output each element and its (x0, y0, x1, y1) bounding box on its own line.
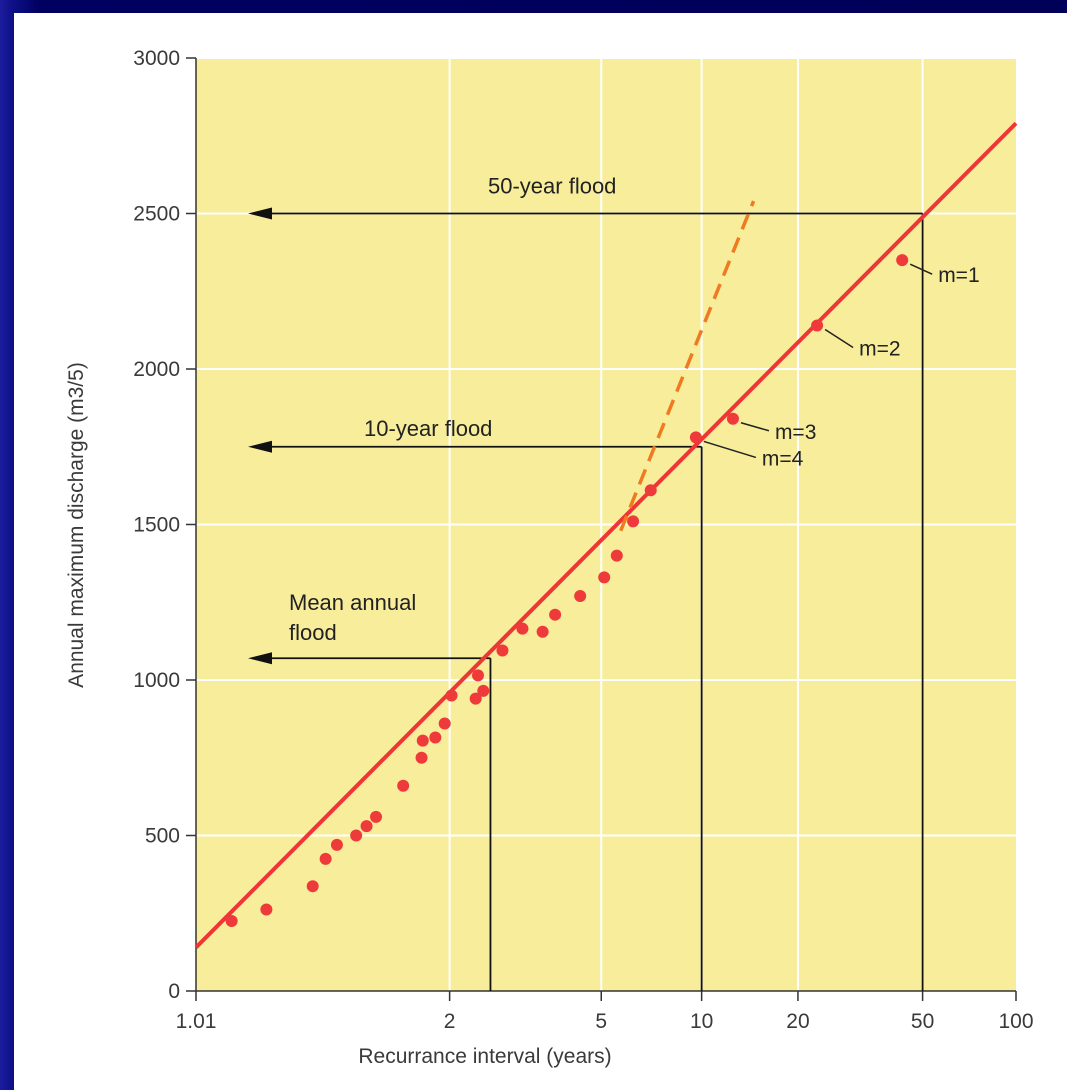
data-point (610, 549, 623, 562)
data-point (330, 838, 343, 851)
y-tick-label: 1000 (133, 669, 180, 692)
reference-label: Mean annual flood (289, 590, 416, 645)
flood-frequency-chart: 1.01 2 5 10 20 50 100050010001500200025003000 … (65, 47, 1034, 1068)
annotation-labels: 50-year flood 10-year flood Mean annual flo… (289, 174, 980, 646)
data-point (416, 734, 429, 747)
data-point (397, 779, 410, 792)
reference-label: 10-year flood (364, 416, 492, 441)
chart-panel: 1.01 2 5 10 20 50 100 0 500 1000 1500 2000 2500 3000 … (14, 13, 1067, 1090)
y-tick-label: 3000 (133, 47, 180, 70)
x-axis-title: Recurrance interval (years) (358, 1045, 611, 1068)
data-point (370, 810, 383, 823)
data-point (598, 571, 611, 584)
x-tick-label: 10 (690, 1010, 713, 1033)
x-tick-label: 2 (444, 1010, 456, 1033)
data-point (360, 820, 373, 833)
data-point (549, 608, 562, 621)
rank-label: m=3 (775, 421, 816, 444)
data-point (319, 852, 332, 865)
data-point (644, 484, 657, 497)
data-point (415, 751, 428, 764)
data-point (516, 622, 529, 635)
data-point (496, 644, 509, 657)
rank-leader-line (824, 328, 854, 349)
y-tick-label: 500 (145, 825, 180, 848)
rank-leader-line (703, 440, 757, 459)
x-tick-label: 50 (911, 1010, 934, 1033)
data-point (726, 412, 739, 425)
x-tick-label: 1.01 (176, 1010, 217, 1033)
rank-label: m=1 (938, 264, 979, 287)
x-tick-label: 5 (595, 1010, 607, 1033)
data-point (469, 692, 482, 705)
reference-arrow-head (248, 440, 272, 453)
data-point (477, 684, 490, 697)
data-point (429, 731, 442, 744)
data-point (536, 625, 549, 638)
fit-lines (194, 121, 1018, 949)
data-point (350, 829, 363, 842)
y-tick-label: 2000 (133, 358, 180, 381)
data-point (811, 319, 824, 332)
fitted-frequency-line (194, 121, 1018, 949)
x-tick-label: 20 (786, 1010, 809, 1033)
reference-label-line: flood (289, 620, 337, 645)
data-point (689, 431, 702, 444)
y-tick-label: 2500 (133, 203, 180, 226)
data-point (896, 254, 909, 267)
data-point (574, 590, 587, 603)
x-tick-label: 100 (998, 1010, 1033, 1033)
data-point (306, 880, 319, 893)
extrapolation-dashed-line (619, 200, 756, 532)
data-point (445, 689, 458, 702)
reference-arrow-head (248, 207, 272, 220)
reference-arrow-head (248, 652, 272, 665)
data-point (260, 903, 273, 916)
reference-label-line: Mean annual (289, 590, 416, 615)
y-tick-label: 0 (168, 980, 180, 1003)
data-point (438, 717, 451, 730)
data-points (225, 254, 909, 928)
rank-label: m=2 (859, 337, 900, 360)
rank-leader-line (740, 422, 770, 432)
reference-lines (248, 207, 924, 991)
y-axis-title: Annual maximum discharge (m3/5) (65, 362, 88, 688)
rank-leader-line (909, 263, 933, 275)
data-point (471, 669, 484, 682)
data-point (627, 515, 640, 528)
data-point (225, 915, 238, 928)
y-tick-label: 1500 (133, 514, 180, 537)
reference-label: 50-year flood (488, 174, 616, 199)
rank-label: m=4 (762, 447, 804, 470)
